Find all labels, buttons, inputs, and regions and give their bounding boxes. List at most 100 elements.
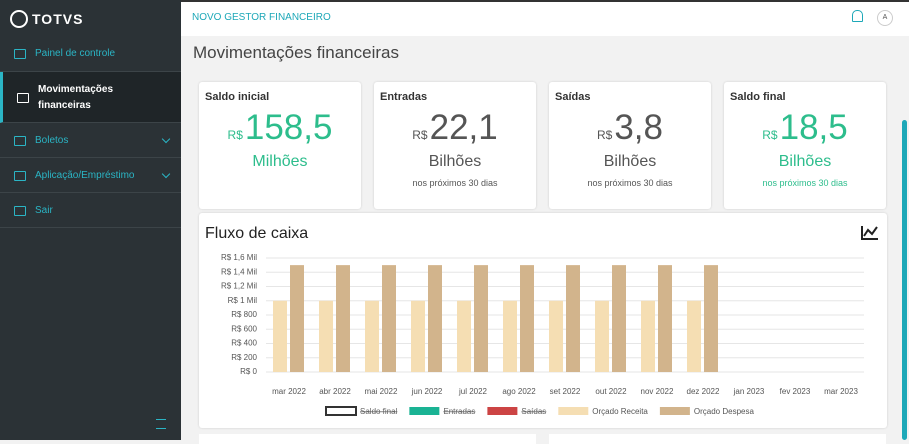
legend-label[interactable]: Saídas [521, 407, 546, 416]
chart-title: Fluxo de caixa [205, 225, 308, 242]
bar [520, 265, 534, 372]
card-title: Saídas [555, 91, 591, 103]
page-title: Movimentações financeiras [193, 43, 399, 62]
card-partial [199, 434, 536, 444]
amount: 22,1 [429, 108, 498, 147]
x-tick-label: ago 2022 [502, 387, 536, 396]
x-tick-label: jun 2022 [411, 387, 443, 396]
summary-card: Saldo final R$18,5 Bilhões nos próximos 30 … [724, 82, 886, 209]
x-tick-label: dez 2022 [687, 387, 720, 396]
x-tick-label: set 2022 [550, 387, 581, 396]
chevron [161, 169, 171, 178]
legend-label[interactable]: Entradas [443, 407, 475, 416]
x-tick-label: mar 2023 [824, 387, 858, 396]
card-value: R$18,5 [724, 108, 886, 148]
bar [641, 300, 655, 372]
summary-card: Entradas R$22,1 Bilhões nos próximos 30 dia… [374, 82, 536, 209]
bar [503, 300, 517, 372]
legend-swatch [325, 406, 357, 416]
legend-swatch [487, 407, 518, 415]
x-tick-label: fev 2023 [780, 387, 811, 396]
header: NOVO GESTOR FINANCEIRO A [181, 0, 909, 36]
card-note: nos próximos 30 dias [412, 178, 498, 188]
legend-swatch [409, 407, 440, 415]
bar [411, 300, 425, 372]
legend-label[interactable]: Orçado Receita [592, 407, 648, 416]
y-tick-label: R$ 0 [240, 367, 257, 376]
collapse-button[interactable] [156, 419, 166, 429]
card-title: Entradas [380, 91, 428, 103]
currency: R$ [412, 128, 428, 142]
card-unit: Bilhões [428, 153, 482, 170]
y-tick-label: R$ 200 [231, 353, 257, 362]
card-title: Saldo inicial [205, 91, 270, 103]
card-note: nos próximos 30 dias [762, 178, 848, 188]
menu-item[interactable]: Boletos [0, 123, 181, 158]
menu-item[interactable]: Painel de controle [0, 36, 181, 72]
chart: Fluxo de caixa R$ 0 R$ 200 R$ 400 R$ 600 R$ … [205, 225, 878, 416]
card-unit: Bilhões [778, 153, 832, 170]
bar [457, 300, 471, 372]
card-value: R$22,1 [374, 108, 536, 148]
menu-item[interactable]: Aplicação/Empréstimo [0, 158, 181, 193]
bar [474, 265, 488, 372]
legend-swatch [659, 407, 690, 415]
summary-card: Saídas R$3,8 Bilhões nos próximos 30 dias [549, 82, 711, 209]
menu-item[interactable]: Sair [0, 193, 181, 228]
menu-label: Aplicação/Empréstimo [35, 169, 135, 181]
x-tick-label: out 2022 [595, 387, 627, 396]
chevron [161, 134, 171, 143]
currency: R$ [597, 128, 613, 142]
menu-label: Movimentações financeiras [38, 84, 114, 111]
card-title: Saldo final [730, 91, 786, 103]
bar [382, 265, 396, 372]
x-tick-label: mar 2022 [272, 387, 306, 396]
menu-icon [14, 205, 26, 216]
bar [704, 265, 718, 372]
notifications[interactable] [852, 10, 863, 22]
y-tick-label: R$ 1 Mil [228, 296, 258, 305]
card-value: R$3,8 [549, 108, 711, 148]
brand: TOTVS [32, 11, 84, 27]
sidebar: TOTVS Painel de controle Movimentações fi… [0, 0, 181, 440]
y-tick-label: R$ 400 [231, 339, 257, 348]
menu-item[interactable]: Movimentações financeiras [0, 72, 181, 123]
amount: 18,5 [779, 108, 848, 147]
bar [612, 265, 626, 372]
x-tick-label: abr 2022 [319, 387, 351, 396]
card-value: R$158,5 [199, 108, 361, 148]
currency: R$ [227, 128, 243, 142]
x-tick-label: mai 2022 [365, 387, 398, 396]
x-tick-label: jul 2022 [458, 387, 488, 396]
legend-label[interactable]: Orçado Despesa [694, 407, 755, 416]
bar [549, 300, 563, 372]
menu-icon [14, 170, 26, 181]
bar [290, 265, 304, 372]
avatar[interactable]: A [877, 10, 893, 26]
chart-type-toggle[interactable] [861, 226, 878, 240]
card-unit: Milhões [252, 153, 308, 170]
menu-label: Painel de controle [35, 48, 116, 59]
menu-icon [14, 135, 26, 146]
menu-label: Sair [35, 204, 53, 216]
bar [365, 300, 379, 372]
legend-label[interactable]: Saldo final [360, 407, 398, 416]
bar [658, 265, 672, 372]
y-tick-label: R$ 1,2 Mil [221, 282, 257, 291]
x-tick-label: jan 2023 [733, 387, 765, 396]
amount: 3,8 [614, 108, 663, 147]
bar [336, 265, 350, 372]
menu-icon [17, 92, 29, 103]
chart-card: Fluxo de caixa R$ 0 R$ 200 R$ 400 R$ 600 R$ … [199, 213, 887, 428]
scrollbar[interactable] [902, 120, 907, 440]
y-tick-label: R$ 600 [231, 324, 257, 333]
currency: R$ [762, 128, 778, 142]
y-tick-label: R$ 1,4 Mil [221, 267, 257, 276]
bar [595, 300, 609, 372]
bar [428, 265, 442, 372]
legend-swatch [558, 407, 589, 415]
y-tick-label: R$ 1,6 Mil [221, 253, 257, 262]
logo [10, 10, 28, 28]
card-note: nos próximos 30 dias [587, 178, 673, 188]
menu-label: Boletos [35, 134, 69, 146]
